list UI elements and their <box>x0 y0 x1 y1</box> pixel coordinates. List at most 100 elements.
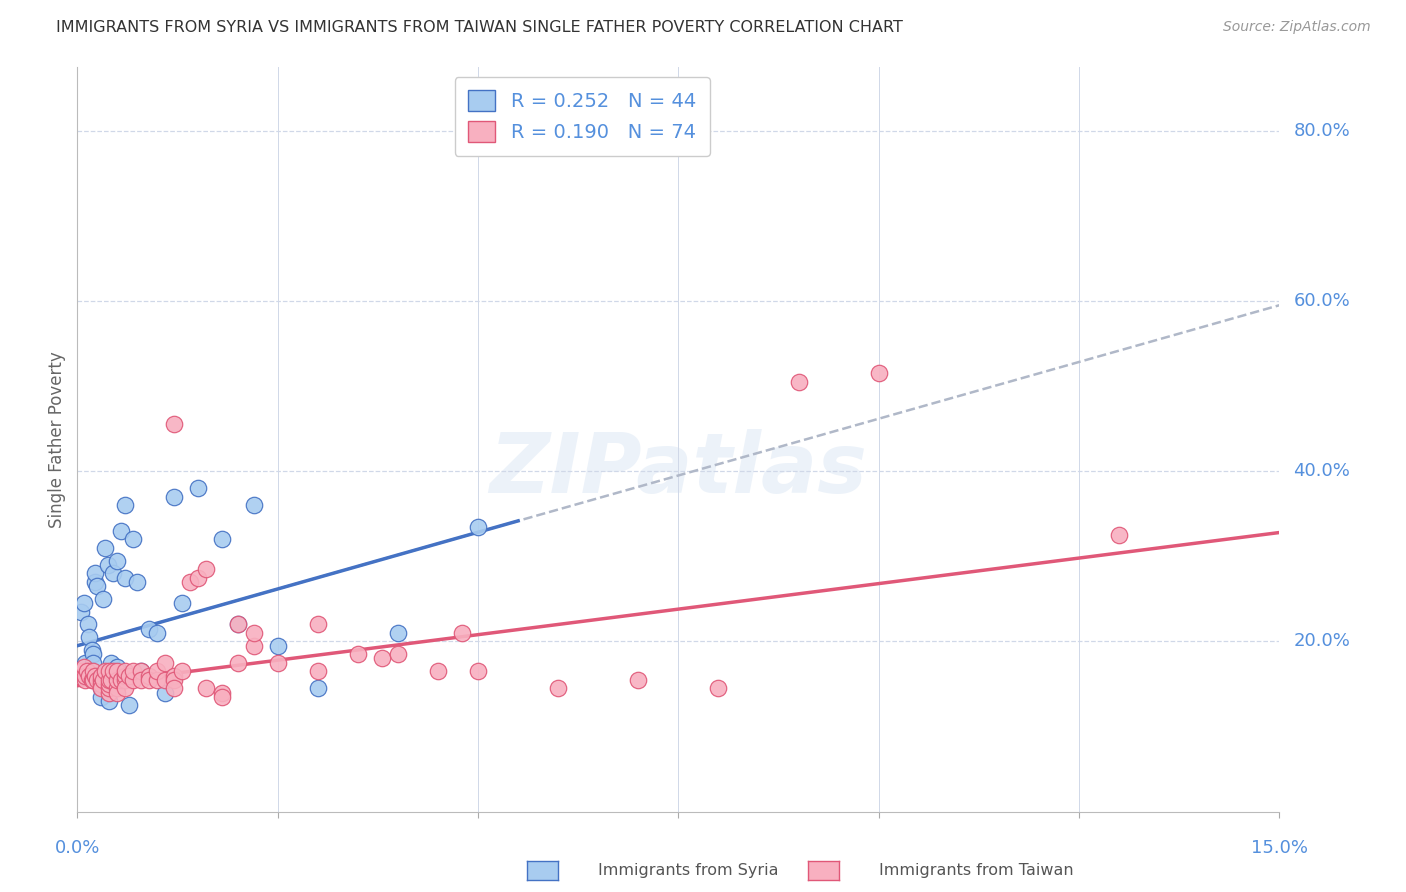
Point <box>75 656 97 670</box>
Point <box>707 681 730 696</box>
Point <box>100 656 122 670</box>
Point <box>194 562 217 576</box>
Point <box>131 665 153 679</box>
Point <box>868 367 890 381</box>
Point <box>90 673 112 687</box>
Point <box>114 668 136 682</box>
Point <box>114 498 136 512</box>
Point <box>79 630 101 644</box>
Point <box>467 665 489 679</box>
Point <box>146 665 169 679</box>
Point <box>162 490 184 504</box>
Point <box>267 656 290 670</box>
Point <box>80 643 103 657</box>
Point <box>107 685 129 699</box>
Point <box>307 665 329 679</box>
Point <box>371 651 394 665</box>
Point <box>146 673 169 687</box>
Point <box>162 668 184 682</box>
Point <box>75 668 97 682</box>
Point <box>131 673 153 687</box>
Point <box>307 617 329 632</box>
Point <box>155 656 177 670</box>
Point <box>75 668 97 682</box>
Point <box>98 685 121 699</box>
Point <box>226 617 249 632</box>
Legend: R = 0.252   N = 44, R = 0.190   N = 74: R = 0.252 N = 44, R = 0.190 N = 74 <box>454 77 710 156</box>
Point <box>107 681 129 696</box>
Point <box>84 566 107 581</box>
Text: 20.0%: 20.0% <box>1294 632 1350 650</box>
Point <box>155 685 177 699</box>
Point <box>107 673 129 687</box>
Point <box>787 375 810 389</box>
Point <box>114 673 136 687</box>
Point <box>138 668 160 682</box>
Point <box>114 571 136 585</box>
Point <box>170 665 193 679</box>
Text: Source: ZipAtlas.com: Source: ZipAtlas.com <box>1223 20 1371 34</box>
Point <box>107 660 129 674</box>
Point <box>138 673 160 687</box>
Point <box>98 685 121 699</box>
Point <box>90 681 112 696</box>
Point <box>80 673 103 687</box>
Point <box>122 533 145 547</box>
Point <box>90 673 112 687</box>
Point <box>76 617 98 632</box>
Point <box>170 596 193 610</box>
Point <box>91 591 114 606</box>
Point <box>242 498 264 512</box>
Point <box>82 656 104 670</box>
Point <box>179 574 201 589</box>
Point <box>94 665 117 679</box>
Text: Immigrants from Syria: Immigrants from Syria <box>598 863 778 878</box>
Point <box>84 574 107 589</box>
Point <box>242 639 264 653</box>
Point <box>86 673 108 687</box>
Point <box>211 533 233 547</box>
Point <box>75 673 97 687</box>
Point <box>211 685 233 699</box>
Point <box>97 558 120 572</box>
Point <box>110 673 132 687</box>
Point <box>211 690 233 704</box>
Point <box>627 673 650 687</box>
Point <box>90 668 112 682</box>
Text: 15.0%: 15.0% <box>1251 839 1308 857</box>
Point <box>90 677 112 691</box>
Point <box>82 665 104 679</box>
Point <box>82 673 104 687</box>
Point <box>98 673 121 687</box>
Point <box>226 617 249 632</box>
Point <box>194 681 217 696</box>
Point <box>267 639 290 653</box>
Point <box>70 665 93 679</box>
Point <box>98 694 121 708</box>
Text: IMMIGRANTS FROM SYRIA VS IMMIGRANTS FROM TAIWAN SINGLE FATHER POVERTY CORRELATIO: IMMIGRANTS FROM SYRIA VS IMMIGRANTS FROM… <box>56 20 903 35</box>
Text: 60.0%: 60.0% <box>1294 292 1350 310</box>
Point <box>91 673 114 687</box>
Point <box>427 665 450 679</box>
Point <box>127 574 149 589</box>
Point <box>79 668 101 682</box>
Point <box>162 681 184 696</box>
Point <box>547 681 569 696</box>
Point <box>94 541 117 555</box>
Point <box>73 660 96 674</box>
Point <box>76 665 98 679</box>
Point <box>1108 528 1130 542</box>
Point <box>98 677 121 691</box>
Point <box>114 681 136 696</box>
Point <box>138 622 160 636</box>
Y-axis label: Single Father Poverty: Single Father Poverty <box>48 351 66 528</box>
Point <box>186 481 209 495</box>
Point <box>103 665 125 679</box>
Point <box>70 605 93 619</box>
Point <box>451 626 474 640</box>
Point <box>103 566 125 581</box>
Text: Immigrants from Taiwan: Immigrants from Taiwan <box>879 863 1073 878</box>
Point <box>122 673 145 687</box>
Point <box>226 656 249 670</box>
Text: 80.0%: 80.0% <box>1294 121 1350 140</box>
